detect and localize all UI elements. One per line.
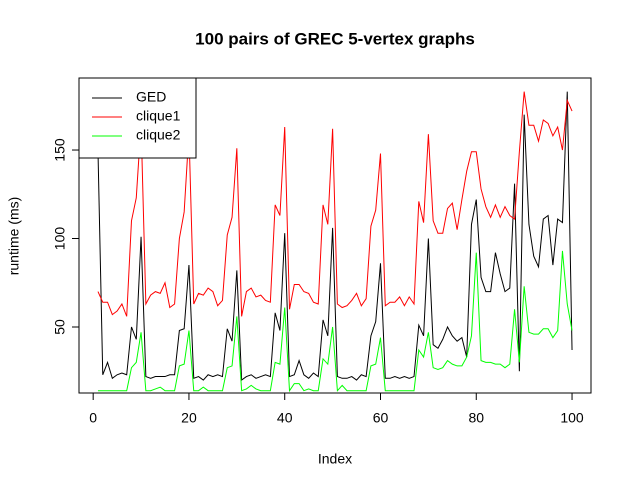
x-tick-label: 60	[373, 410, 389, 426]
x-axis-label: Index	[318, 451, 352, 467]
y-tick-label: 50	[52, 319, 68, 335]
x-tick-label: 0	[89, 410, 97, 426]
legend-label: clique2	[136, 127, 181, 143]
series-line	[97, 91, 573, 317]
x-tick-label: 80	[468, 410, 484, 426]
y-axis-label: runtime (ms)	[6, 197, 22, 276]
plot-frame	[78, 77, 592, 394]
series-line	[97, 250, 573, 393]
y-tick-label: 100	[52, 227, 68, 251]
legend-label: clique1	[136, 108, 181, 124]
legend-label: GED	[136, 89, 166, 105]
x-tick-label: 100	[560, 410, 584, 426]
x-tick-label: 20	[181, 410, 197, 426]
chart-title: 100 pairs of GREC 5-vertex graphs	[195, 29, 475, 48]
y-tick-label: 150	[52, 138, 68, 162]
series-line	[97, 91, 573, 382]
x-tick-label: 40	[277, 410, 293, 426]
legend-box	[78, 77, 197, 159]
